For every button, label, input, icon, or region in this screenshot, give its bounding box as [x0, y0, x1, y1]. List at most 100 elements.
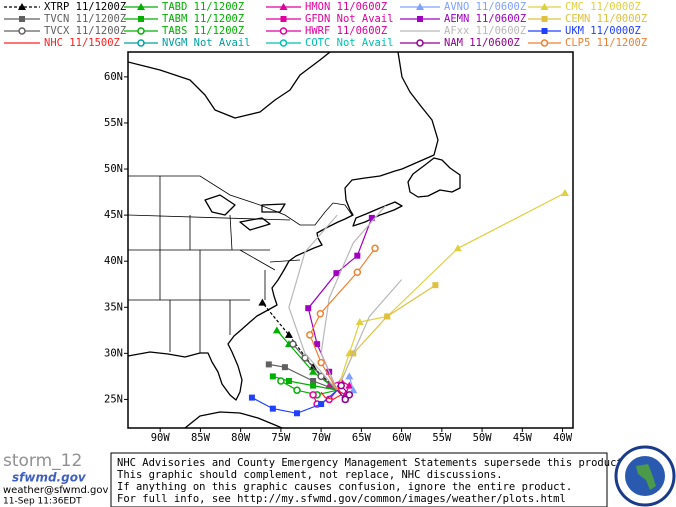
track	[336, 192, 566, 391]
legend-run: 11/1200Z	[76, 13, 127, 25]
legend-marker	[137, 39, 145, 47]
axes: 60N 55N 50N 45N 40N 35N 30N 25N 90W 85W 80W 75W 70W 6…	[104, 71, 573, 444]
legend-run: Not Avail	[337, 13, 394, 25]
newfoundland	[407, 157, 461, 198]
legend-run: 11/1200Z	[76, 25, 127, 37]
legend-entry: CLP5 11/1200Z	[565, 37, 647, 49]
legend-marker	[279, 39, 288, 47]
sfwmd-seal	[614, 445, 676, 507]
disclaimer-line: NHC Advisories and County Emergency Mana…	[117, 457, 629, 469]
tracks	[248, 189, 569, 417]
disclaimer-line: For full info, see http://my.sfwmd.gov/c…	[117, 493, 566, 505]
legend-entry: XTRP 11/1200Z	[44, 1, 126, 13]
legend-entry: CEMN 11/0000Z	[565, 13, 647, 25]
track-point	[317, 358, 325, 367]
legend-model: HMON	[305, 1, 330, 13]
lat-label: 25N	[104, 393, 123, 405]
track	[336, 279, 403, 391]
legend-model: CLP5	[565, 37, 590, 49]
track-point	[309, 367, 318, 375]
great-lakes	[204, 194, 286, 231]
lat-label: 50N	[104, 163, 123, 175]
legend-model: TABD	[162, 1, 187, 13]
track-point	[293, 386, 301, 394]
track	[268, 363, 338, 391]
track-point	[269, 405, 276, 412]
lon-label: 85W	[191, 432, 211, 444]
track-point	[258, 298, 267, 306]
lon-label: 70W	[312, 432, 332, 444]
lat-label: 30N	[104, 347, 123, 359]
track-point	[301, 354, 309, 362]
track-point	[345, 372, 354, 380]
logo-site: sfwmd.gov	[12, 471, 87, 485]
track-point	[277, 377, 285, 385]
track	[292, 343, 338, 391]
track-point	[265, 361, 272, 368]
legend-model: XTRP	[44, 1, 69, 13]
track-point	[354, 252, 361, 259]
legend-marker	[279, 3, 288, 10]
legend-run: 11/1200Z	[597, 37, 648, 49]
email: weather@sfwmd.gov	[3, 485, 108, 496]
track-point	[284, 330, 293, 338]
legend-entry: TABS 11/1200Z	[162, 25, 244, 37]
track-point	[272, 326, 281, 334]
legend: XTRP 11/1200Z TABD 11/1200Z HMON 11/0600Z A…	[4, 1, 647, 49]
legend-model: UKM	[565, 25, 584, 37]
lon-label: 60W	[392, 432, 412, 444]
legend-marker	[541, 28, 548, 34]
track-point	[349, 386, 358, 394]
lon-label: 40W	[553, 432, 573, 444]
legend-run: 11/0600Z	[476, 25, 527, 37]
track-point	[305, 305, 312, 312]
track-point	[293, 410, 300, 417]
lat-label: 40N	[104, 255, 123, 267]
track	[320, 205, 386, 391]
legend-marker	[18, 27, 26, 35]
cuba	[184, 411, 283, 428]
lon-label: 45W	[513, 432, 533, 444]
track-point	[309, 391, 317, 399]
track-point	[432, 282, 439, 289]
lon-label: 55W	[432, 432, 452, 444]
legend-marker	[417, 16, 423, 22]
track	[261, 302, 338, 391]
lat-label: 60N	[104, 71, 123, 83]
legend-marker	[19, 16, 25, 22]
legend-model: CEMN	[565, 13, 590, 25]
legend-model: NAM	[444, 37, 463, 49]
legend-run: 11/0600Z	[337, 25, 388, 37]
legend-run: 11/0000Z	[590, 1, 641, 13]
legend-run: Not Avail	[337, 37, 394, 49]
track-point	[384, 313, 391, 320]
legend-entry: TVCX 11/1200Z	[44, 25, 126, 37]
track	[288, 214, 338, 391]
track	[280, 380, 338, 396]
footer: storm_12 sfwmd.gov weather@sfwmd.gov 11-…	[3, 445, 676, 507]
timestamp: 11-Sep 11:36EDT	[3, 497, 82, 507]
lat-label: 35N	[104, 301, 123, 313]
legend-run: 11/0600Z	[476, 1, 527, 13]
legend-run: 11/1500Z	[69, 37, 120, 49]
legend-run: 11/0000Z	[590, 25, 641, 37]
legend-run: 11/1200Z	[76, 1, 127, 13]
legend-entry: UKM 11/0000Z	[565, 25, 641, 37]
legend-entry: TABM 11/1200Z	[162, 13, 244, 25]
legend-entry: COTC Not Avail	[305, 37, 394, 49]
track	[276, 329, 338, 391]
legend-entry: NAM 11/0600Z	[444, 37, 520, 49]
basemap	[128, 52, 569, 428]
track-point	[316, 309, 325, 318]
legend-model: AFxx	[444, 25, 469, 37]
track-point	[355, 318, 364, 326]
legend-entry: AFxx 11/0600Z	[444, 25, 526, 37]
track	[309, 247, 376, 391]
track-point	[341, 395, 350, 404]
legend-entry: AVNO 11/0600Z	[444, 1, 526, 13]
track-point	[269, 373, 276, 380]
track-point	[289, 340, 297, 348]
legend-model: NVGM	[162, 37, 187, 49]
legend-entry: AEMN 11/0600Z	[444, 13, 526, 25]
legend-model: CMC	[565, 1, 584, 13]
